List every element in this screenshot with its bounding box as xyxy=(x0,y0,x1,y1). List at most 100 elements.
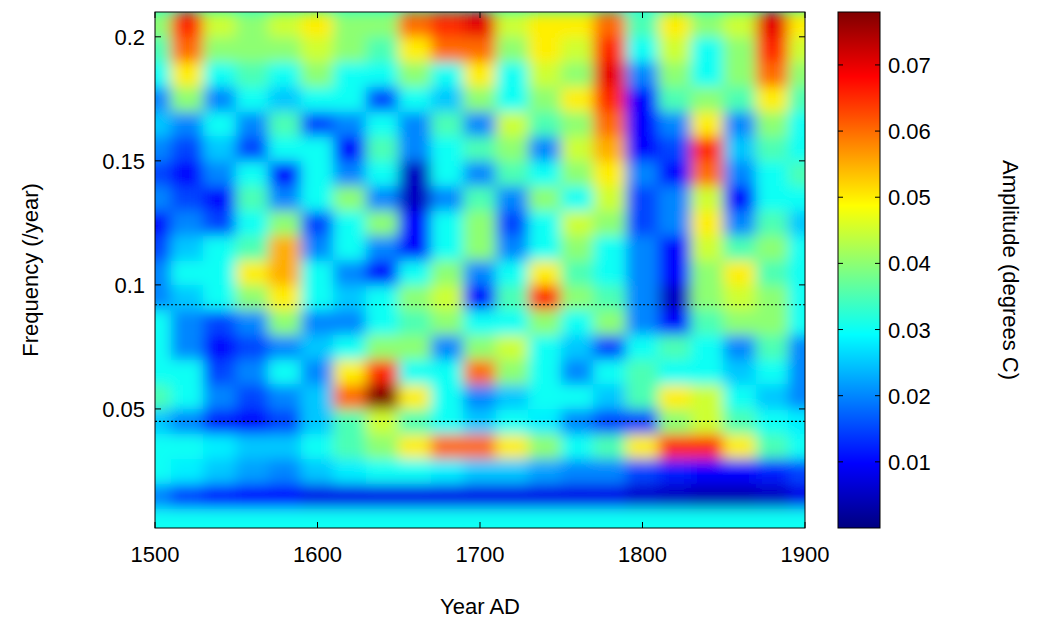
heatmap-cell xyxy=(203,136,237,162)
heatmap-cell xyxy=(333,136,367,162)
heatmap-cell xyxy=(171,36,205,62)
heatmap-cell xyxy=(268,508,302,528)
heatmap-cell xyxy=(333,12,367,37)
colorbar-tick xyxy=(875,263,880,264)
heatmap-cell xyxy=(431,433,465,459)
heatmap-cell xyxy=(431,36,465,62)
heatmap-cell xyxy=(463,210,497,236)
y-tick xyxy=(155,284,161,285)
x-tick xyxy=(317,522,318,528)
heatmap-cell xyxy=(398,111,432,137)
heatmap-cell xyxy=(723,309,757,335)
heatmap-cell xyxy=(691,359,725,385)
heatmap-cell xyxy=(723,260,757,286)
heatmap-cell xyxy=(366,111,400,137)
heatmap-cell xyxy=(203,160,237,186)
heatmap-cell xyxy=(301,12,335,37)
x-tick xyxy=(642,522,643,528)
heatmap-cell xyxy=(658,61,692,87)
heatmap-cell xyxy=(723,86,757,112)
heatmap-cell xyxy=(528,86,562,112)
heatmap-cell xyxy=(236,36,270,62)
heatmap-cell xyxy=(463,309,497,335)
heatmap-cell xyxy=(171,433,205,459)
heatmap-cell xyxy=(691,458,725,484)
heatmap-cell xyxy=(155,136,172,162)
heatmap-cell xyxy=(366,458,400,484)
heatmap-cell xyxy=(593,260,627,286)
heatmap-cell xyxy=(366,61,400,87)
heatmap-cell xyxy=(155,185,172,211)
heatmap-cell xyxy=(593,433,627,459)
heatmap-cell xyxy=(528,160,562,186)
heatmap-cell xyxy=(528,508,562,528)
colorbar-tick-label: 0.02 xyxy=(888,384,931,409)
heatmap-cell xyxy=(203,111,237,137)
heatmap-cell xyxy=(788,61,805,87)
heatmap-cell xyxy=(431,458,465,484)
heatmap-cell xyxy=(268,334,302,360)
heatmap-cell xyxy=(236,12,270,37)
heatmap-cell xyxy=(723,458,757,484)
heatmap-cell xyxy=(463,160,497,186)
heatmap-cell xyxy=(788,384,805,410)
heatmap-cell xyxy=(268,359,302,385)
heatmap-cell xyxy=(431,111,465,137)
heatmap-cell xyxy=(333,483,367,509)
heatmap-cell xyxy=(723,36,757,62)
heatmap-cell xyxy=(658,433,692,459)
y-tick-label: 0.15 xyxy=(102,149,145,174)
heatmap-cell xyxy=(658,359,692,385)
heatmap-cell xyxy=(431,210,465,236)
heatmap-cell xyxy=(333,86,367,112)
heatmap-cell xyxy=(398,86,432,112)
heatmap-cell xyxy=(301,309,335,335)
y-tick xyxy=(799,36,805,37)
x-tick-label: 1900 xyxy=(781,542,830,567)
heatmap-cell xyxy=(788,86,805,112)
colorbar-tick-label: 0.04 xyxy=(888,251,931,276)
heatmap-cell xyxy=(626,185,660,211)
heatmap-cell xyxy=(268,284,302,310)
heatmap-cell xyxy=(561,61,595,87)
heatmap-cell xyxy=(528,334,562,360)
heatmap-cell xyxy=(528,210,562,236)
heatmap-cell xyxy=(203,433,237,459)
heatmap-cell xyxy=(236,136,270,162)
heatmap-cell xyxy=(236,483,270,509)
heatmap-cell xyxy=(691,86,725,112)
heatmap-cell xyxy=(496,458,530,484)
heatmap-cell xyxy=(756,210,790,236)
heatmap-cell xyxy=(788,359,805,385)
heatmap-cell xyxy=(171,359,205,385)
heatmap-cell xyxy=(788,260,805,286)
heatmap-cell xyxy=(301,160,335,186)
heatmap-cell xyxy=(268,36,302,62)
heatmap-cell xyxy=(463,136,497,162)
heatmap-cell xyxy=(431,235,465,261)
heatmap-cell xyxy=(561,483,595,509)
reference-line xyxy=(155,421,805,422)
heatmap-cell xyxy=(496,483,530,509)
heatmap-cell xyxy=(626,433,660,459)
heatmap-cell xyxy=(626,384,660,410)
heatmap-cell xyxy=(431,12,465,37)
heatmap-cell xyxy=(756,12,790,37)
heatmap-cell xyxy=(756,36,790,62)
y-tick xyxy=(799,160,805,161)
heatmap-cell xyxy=(236,86,270,112)
heatmap-cell xyxy=(691,61,725,87)
heatmap-cell xyxy=(788,12,805,37)
heatmap-cell xyxy=(496,36,530,62)
heatmap-cell xyxy=(366,36,400,62)
heatmap-cell xyxy=(431,309,465,335)
heatmap-cell xyxy=(658,160,692,186)
heatmap-cell xyxy=(366,235,400,261)
heatmap-cell xyxy=(691,160,725,186)
heatmap-cell xyxy=(593,136,627,162)
colorbar-tick xyxy=(838,461,843,462)
heatmap-cell xyxy=(236,111,270,137)
heatmap-cell xyxy=(561,408,595,434)
heatmap-cell xyxy=(333,160,367,186)
heatmap-cell xyxy=(756,61,790,87)
